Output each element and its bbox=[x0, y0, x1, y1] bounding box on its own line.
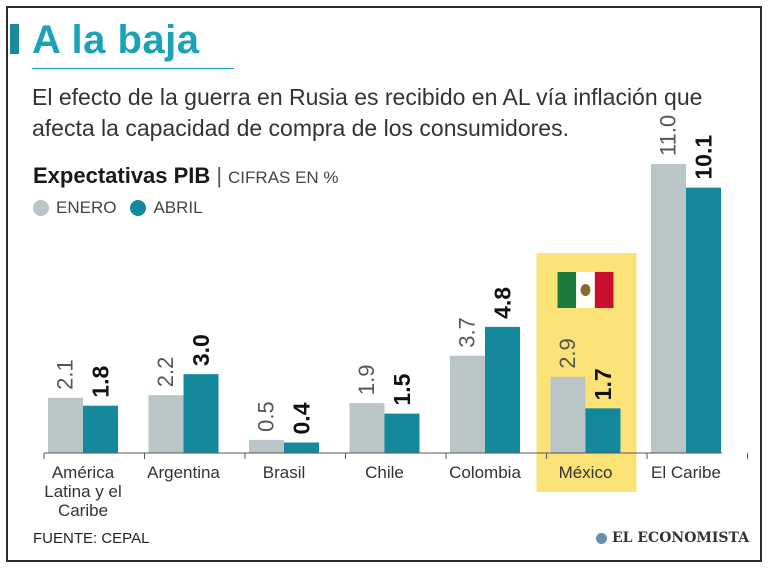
data-label-abril-brasil: 0.4 bbox=[289, 402, 315, 434]
brand-logo: EL ECONOMISTA bbox=[596, 530, 749, 546]
data-label-abril-colombia: 4.8 bbox=[490, 287, 516, 319]
data-label-abril-america-latina-y-el-caribe: 1.8 bbox=[88, 366, 114, 398]
category-label-mexico: México bbox=[559, 463, 613, 482]
category-label-el-caribe: El Caribe bbox=[651, 463, 721, 482]
data-label-enero-mexico: 2.9 bbox=[555, 338, 580, 369]
legend-swatch-enero bbox=[33, 200, 49, 216]
data-label-enero-chile: 1.9 bbox=[354, 364, 379, 395]
bar-abril-el-caribe bbox=[686, 187, 721, 454]
flag-red-band bbox=[594, 272, 614, 308]
bar-enero-colombia bbox=[450, 355, 485, 453]
chart-title-text: Expectativas PIB bbox=[33, 163, 211, 188]
legend-swatch-abril bbox=[130, 200, 147, 216]
bar-abril-chile bbox=[384, 413, 420, 453]
data-label-enero-el-caribe: 11.0 bbox=[656, 115, 681, 156]
flag-emblem-icon bbox=[580, 284, 591, 296]
title-underline bbox=[32, 68, 234, 69]
category-label-line: Latina y el bbox=[44, 482, 122, 501]
category-label-line: Argentina bbox=[147, 463, 220, 482]
data-label-abril-mexico: 1.7 bbox=[590, 368, 616, 400]
subtitle: El efecto de la guerra en Rusia es recib… bbox=[32, 84, 703, 141]
bar-abril-america-latina-y-el-caribe bbox=[83, 405, 118, 453]
category-label-line: Chile bbox=[365, 463, 404, 482]
bar-enero-argentina bbox=[148, 395, 184, 453]
category-label-america-latina-y-el-caribe: América Latina y el Caribe bbox=[44, 463, 122, 520]
data-label-enero-brasil: 0.5 bbox=[254, 401, 279, 432]
category-label-line: El Caribe bbox=[651, 463, 721, 482]
data-label-abril-chile: 1.5 bbox=[389, 373, 415, 405]
category-label-argentina: Argentina bbox=[147, 463, 220, 482]
category-label-line: Colombia bbox=[449, 463, 521, 482]
bar-abril-argentina bbox=[183, 374, 219, 453]
flag-green-band bbox=[557, 272, 577, 308]
legend-label-enero: ENERO bbox=[56, 198, 117, 217]
bar-enero-america-latina-y-el-caribe bbox=[48, 397, 83, 453]
bar-enero-chile bbox=[349, 403, 385, 453]
brand-logo-icon bbox=[596, 532, 607, 544]
legend-item-abril: ABRIL bbox=[130, 198, 203, 218]
bar-abril-brasil bbox=[284, 442, 319, 453]
legend-item-enero: ENERO bbox=[33, 198, 116, 218]
data-label-enero-colombia: 3.7 bbox=[455, 317, 480, 348]
chart-title-separator: | bbox=[216, 163, 223, 188]
chart-units: CIFRAS EN % bbox=[228, 168, 339, 187]
bar-enero-mexico bbox=[550, 376, 586, 453]
category-label-line: Brasil bbox=[263, 463, 306, 482]
category-label-line: Caribe bbox=[58, 501, 108, 520]
bar-abril-mexico bbox=[585, 408, 621, 453]
category-label-chile: Chile bbox=[365, 463, 404, 482]
category-label-line: América bbox=[52, 463, 115, 482]
brand-name: EL ECONOMISTA bbox=[612, 530, 750, 546]
title-accent-bar bbox=[10, 24, 19, 54]
data-label-abril-argentina: 3.0 bbox=[188, 334, 214, 366]
bar-enero-el-caribe bbox=[651, 164, 686, 453]
page-title: A la baja bbox=[32, 18, 200, 62]
bar-abril-colombia bbox=[485, 326, 520, 453]
bar-enero-brasil bbox=[249, 439, 284, 453]
category-label-line: México bbox=[559, 463, 613, 482]
source-note: FUENTE: CEPAL bbox=[33, 530, 150, 547]
data-label-abril-el-caribe: 10.1 bbox=[691, 135, 717, 180]
category-label-colombia: Colombia bbox=[449, 463, 521, 482]
data-label-enero-argentina: 2.2 bbox=[153, 357, 178, 388]
category-label-brasil: Brasil bbox=[263, 463, 306, 482]
chart-title: Expectativas PIB | CIFRAS EN % bbox=[33, 162, 339, 192]
data-label-enero-america-latina-y-el-caribe: 2.1 bbox=[53, 359, 78, 390]
legend: ENERO ABRIL bbox=[33, 198, 217, 218]
legend-label-abril: ABRIL bbox=[153, 198, 203, 217]
